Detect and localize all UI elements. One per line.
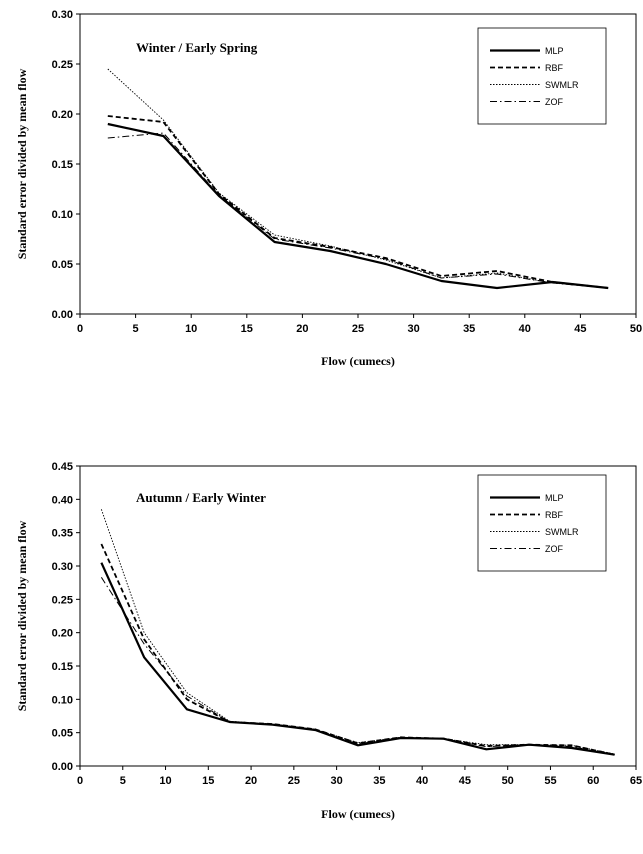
y-tick-label: 0.15 bbox=[52, 661, 73, 673]
series-line-zof bbox=[100, 577, 615, 756]
legend-label: MLP bbox=[545, 46, 564, 56]
legend: MLP RBF SWMLR ZOF bbox=[477, 474, 607, 572]
x-tick-label: 40 bbox=[519, 323, 531, 335]
chart-title: Winter / Early Spring bbox=[136, 40, 258, 55]
y-tick-label: 0.20 bbox=[52, 109, 73, 121]
y-tick-label: 0.05 bbox=[52, 728, 73, 740]
x-tick-label: 50 bbox=[502, 775, 514, 787]
y-tick-label: 0.45 bbox=[52, 461, 73, 473]
y-tick-label: 0.10 bbox=[52, 694, 73, 706]
x-tick-label: 0 bbox=[77, 323, 83, 335]
x-tick-label: 15 bbox=[241, 323, 253, 335]
x-tick-label: 60 bbox=[587, 775, 599, 787]
x-tick-label: 65 bbox=[630, 775, 642, 787]
x-tick-label: 20 bbox=[296, 323, 308, 335]
legend-label: SWMLR bbox=[545, 527, 579, 537]
x-tick-label: 25 bbox=[352, 323, 364, 335]
x-tick-label: 10 bbox=[185, 323, 197, 335]
legend-box bbox=[477, 474, 607, 572]
y-tick-label: 0.10 bbox=[52, 209, 73, 221]
x-tick-label: 0 bbox=[77, 775, 83, 787]
legend-label: RBF bbox=[545, 510, 564, 520]
x-tick-label: 20 bbox=[245, 775, 257, 787]
x-tick-label: 45 bbox=[459, 775, 471, 787]
y-tick-label: 0.40 bbox=[52, 494, 73, 506]
x-tick-label: 5 bbox=[133, 323, 139, 335]
x-tick-label: 15 bbox=[202, 775, 214, 787]
y-tick-label: 0.25 bbox=[52, 59, 73, 71]
y-tick-label: 0.05 bbox=[52, 259, 73, 271]
y-axis-title: Standard error divided by mean flow bbox=[15, 68, 29, 259]
x-axis-title: Flow (cumecs) bbox=[321, 354, 395, 368]
legend-label: SWMLR bbox=[545, 80, 579, 90]
x-tick-label: 25 bbox=[288, 775, 300, 787]
y-tick-label: 0.00 bbox=[52, 309, 73, 321]
x-axis-title: Flow (cumecs) bbox=[321, 807, 395, 821]
series-line-rbf bbox=[107, 115, 609, 289]
series-line-swmlr bbox=[100, 509, 615, 755]
series-line-mlp bbox=[100, 562, 615, 756]
x-tick-label: 10 bbox=[159, 775, 171, 787]
chart-panel-1: 0.00 0.05 0.10 0.15 0.20 0.25 0.30 0 5 10 15 20 25 30… bbox=[15, 9, 642, 368]
x-tick-label: 30 bbox=[407, 323, 419, 335]
x-tick-label: 35 bbox=[463, 323, 475, 335]
y-tick-label: 0.20 bbox=[52, 628, 73, 640]
y-tick-label: 0.25 bbox=[52, 594, 73, 606]
legend-label: MLP bbox=[545, 493, 564, 503]
legend-label: ZOF bbox=[545, 544, 563, 554]
x-tick-label: 5 bbox=[120, 775, 126, 787]
y-axis-title: Standard error divided by mean flow bbox=[15, 520, 29, 711]
legend-box bbox=[477, 27, 607, 125]
x-tick-label: 45 bbox=[574, 323, 586, 335]
series-line-zof bbox=[107, 132, 609, 289]
y-tick-label: 0.15 bbox=[52, 159, 73, 171]
chart-panel-2: 0.00 0.05 0.10 0.15 0.20 0.25 0.30 0.35 0.40 0.45… bbox=[15, 461, 642, 821]
x-tick-label: 40 bbox=[416, 775, 428, 787]
plot-area-frame bbox=[79, 465, 637, 767]
y-tick-label: 0.00 bbox=[52, 761, 73, 773]
x-tick-label: 50 bbox=[630, 323, 642, 335]
y-tick-label: 0.30 bbox=[52, 9, 73, 21]
series-line-mlp bbox=[107, 122, 609, 290]
x-tick-label: 55 bbox=[544, 775, 556, 787]
chart-title: Autumn / Early Winter bbox=[136, 490, 266, 505]
legend-label: RBF bbox=[545, 63, 564, 73]
y-tick-label: 0.30 bbox=[52, 561, 73, 573]
x-tick-label: 30 bbox=[330, 775, 342, 787]
series-line-rbf bbox=[100, 543, 615, 756]
legend-label: ZOF bbox=[545, 97, 563, 107]
y-tick-label: 0.35 bbox=[52, 528, 73, 540]
legend: MLP RBF SWMLR ZOF bbox=[477, 27, 607, 125]
x-tick-label: 35 bbox=[373, 775, 385, 787]
